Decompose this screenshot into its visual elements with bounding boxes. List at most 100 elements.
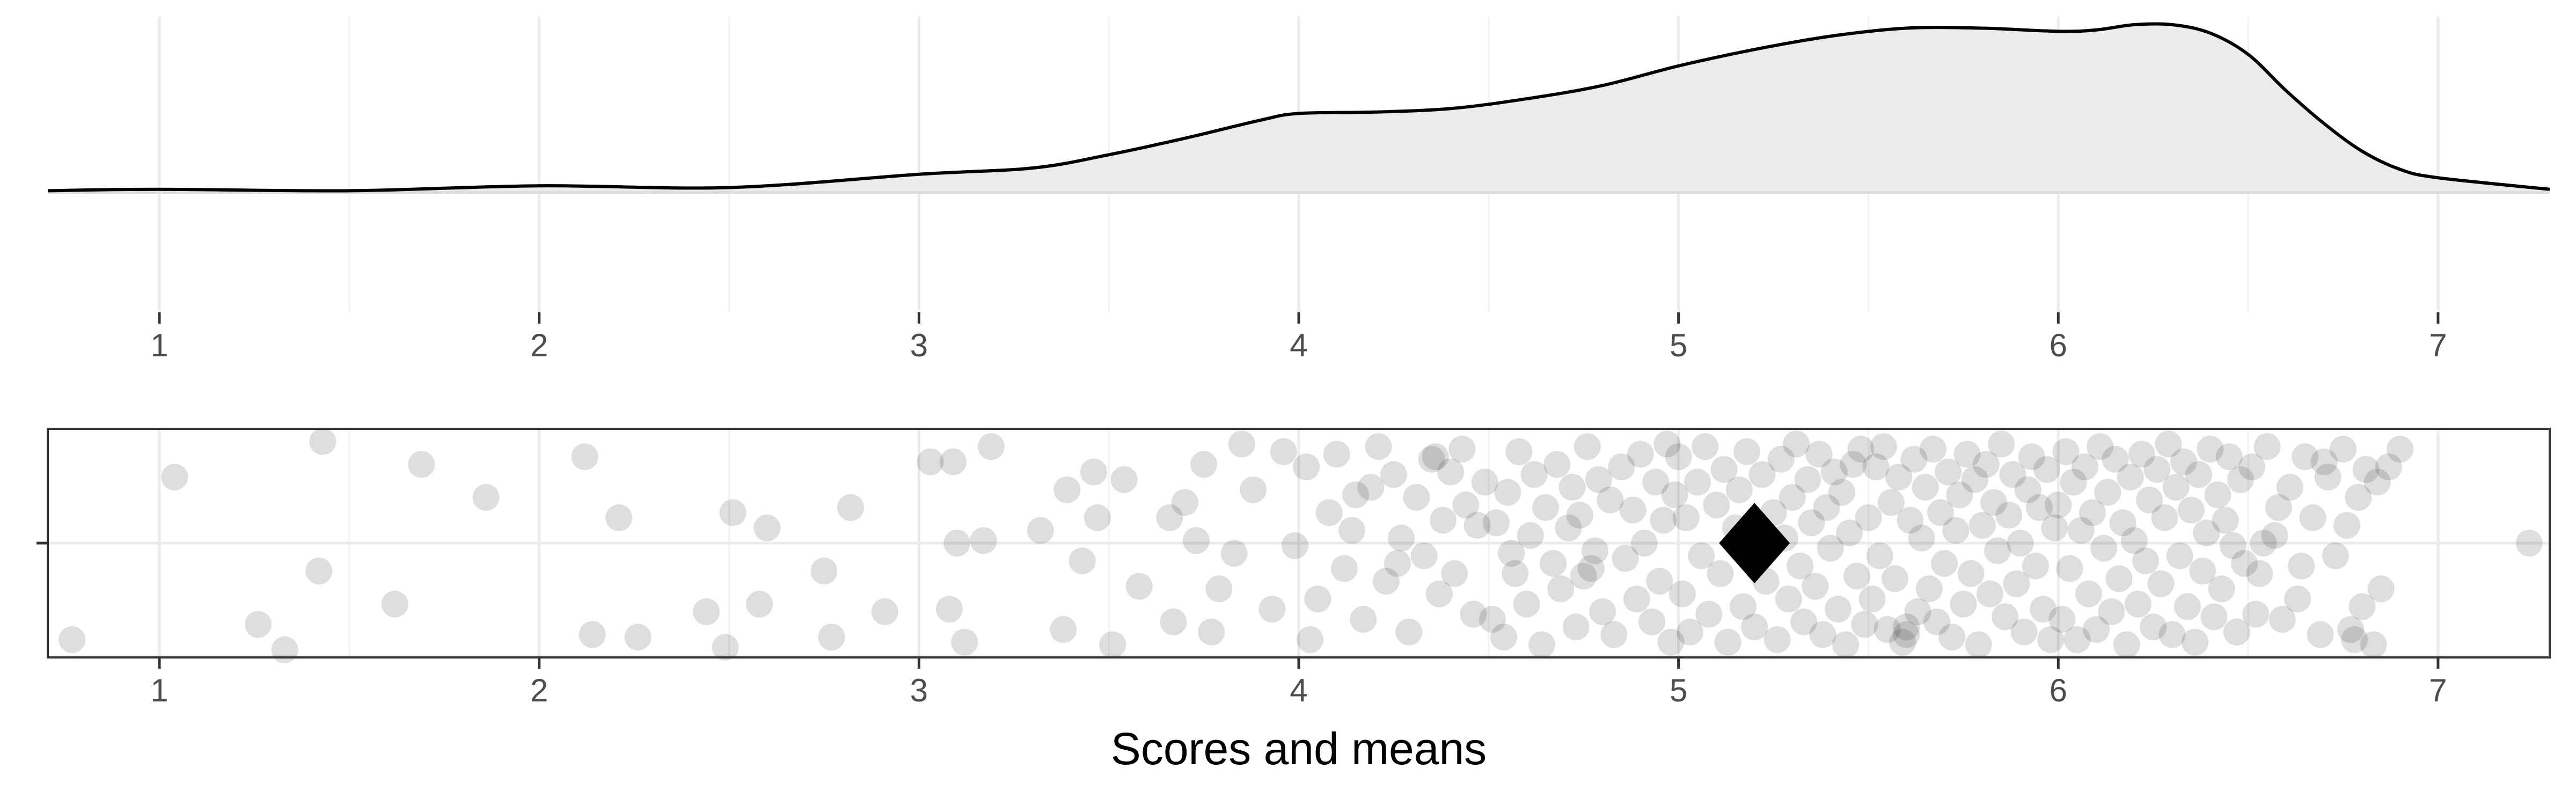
point — [2337, 616, 2365, 643]
x-tick-label: 3 — [910, 672, 928, 708]
point — [1805, 441, 1833, 468]
point — [2219, 532, 2246, 559]
point — [1532, 494, 1559, 521]
point — [2071, 453, 2098, 480]
point — [2182, 628, 2209, 656]
point — [2352, 456, 2380, 483]
point — [1927, 499, 1954, 526]
point — [305, 558, 333, 585]
point — [2387, 435, 2414, 463]
point — [1228, 430, 1255, 458]
point — [2310, 448, 2338, 475]
point — [1692, 433, 1719, 460]
point — [1684, 469, 1711, 496]
point — [624, 624, 652, 651]
point — [1847, 435, 1875, 463]
point — [1794, 466, 1821, 493]
point — [1836, 519, 1863, 547]
point — [1528, 631, 1555, 658]
point — [381, 590, 408, 618]
point — [2010, 618, 2038, 646]
point — [2170, 448, 2197, 475]
point — [1672, 504, 1700, 531]
x-tick-label: 2 — [530, 327, 548, 363]
point — [2223, 618, 2250, 646]
point — [1555, 514, 1582, 541]
point — [1748, 461, 1776, 488]
x-tick-label: 6 — [2050, 327, 2067, 363]
point — [2276, 473, 2303, 501]
point — [1418, 445, 1445, 473]
point — [2041, 514, 2068, 541]
point — [2261, 522, 2288, 549]
point — [1027, 517, 1054, 544]
point — [2063, 626, 2091, 653]
point — [1900, 445, 1928, 473]
point — [1870, 433, 1897, 460]
point — [2162, 473, 2190, 501]
point — [1498, 539, 1525, 567]
point — [2113, 631, 2140, 658]
point — [1733, 438, 1761, 465]
point — [1972, 451, 2000, 478]
point — [818, 624, 845, 651]
x-tick-label: 5 — [1670, 672, 1687, 708]
point — [1297, 626, 1324, 653]
point — [1851, 611, 1878, 638]
point — [2025, 494, 2053, 521]
point — [1638, 608, 1666, 635]
point — [753, 514, 781, 541]
point — [2360, 631, 2387, 658]
point — [1330, 555, 1358, 582]
point — [1365, 433, 1392, 460]
point — [2007, 530, 2034, 557]
point — [2341, 626, 2368, 653]
point — [1710, 456, 1738, 483]
point — [1787, 552, 1814, 580]
point — [1581, 537, 1608, 565]
point — [1437, 458, 1465, 486]
point — [1099, 631, 1126, 658]
point — [2333, 511, 2361, 539]
point — [1589, 598, 1616, 625]
point — [1840, 451, 1867, 478]
point — [309, 428, 336, 455]
point — [1919, 435, 1946, 463]
point — [2292, 443, 2319, 471]
point — [1820, 458, 1848, 486]
point — [2238, 453, 2266, 480]
point — [1110, 466, 1138, 493]
point — [1410, 542, 1438, 569]
point — [1547, 575, 1575, 603]
point — [1946, 481, 1973, 509]
point — [1372, 568, 1400, 595]
point — [2022, 552, 2049, 580]
point — [1695, 601, 1723, 628]
point — [943, 530, 971, 557]
point — [2375, 453, 2402, 480]
point — [2185, 461, 2213, 488]
point — [245, 611, 272, 638]
point — [2117, 463, 2144, 491]
point — [1543, 451, 1571, 478]
point — [1665, 443, 1692, 471]
point — [1957, 560, 1985, 587]
point — [970, 527, 997, 554]
point — [1703, 492, 1730, 518]
point — [2003, 570, 2030, 597]
point — [2029, 596, 2057, 623]
point — [2246, 560, 2273, 587]
point — [712, 634, 739, 661]
point — [2033, 456, 2061, 483]
point — [1623, 586, 1650, 613]
point — [2014, 476, 2041, 503]
point — [1490, 624, 1518, 651]
point — [1995, 501, 2023, 529]
point — [1938, 624, 1966, 651]
point — [2087, 433, 2114, 460]
x-tick-label: 3 — [910, 327, 928, 363]
point — [1779, 484, 1806, 511]
point — [1650, 507, 1677, 534]
point — [1843, 562, 1871, 590]
